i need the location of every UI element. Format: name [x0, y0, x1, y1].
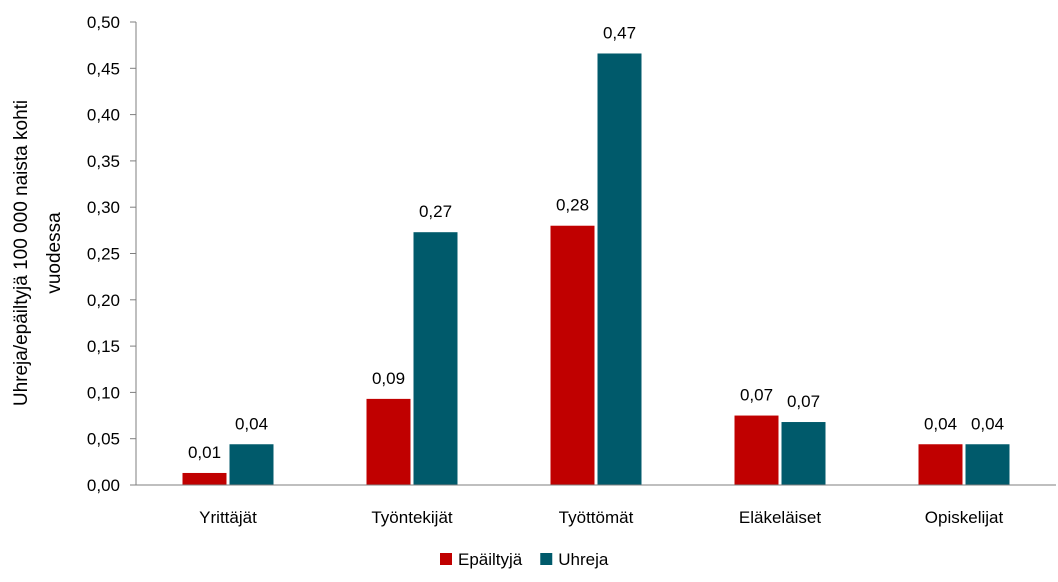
x-tick-label: Eläkeläiset [739, 508, 821, 527]
bar [414, 232, 458, 485]
legend-swatch [440, 553, 452, 565]
y-axis-title-line-2: vuodessa [44, 212, 65, 294]
bar [598, 53, 642, 485]
y-axis: 0,00 0,05 0,10 0,15 0,20 0,25 0,30 0,35 0,40 0,45… [87, 13, 136, 495]
data-label: 0,04 [971, 414, 1004, 433]
data-label: 0,07 [740, 386, 773, 405]
data-label: 0,01 [188, 443, 221, 462]
y-tick-label: 0,10 [87, 383, 120, 402]
bar [230, 444, 274, 485]
y-tick-label: 0,50 [87, 13, 120, 32]
data-label: 0,47 [603, 23, 636, 42]
legend-label: Uhreja [558, 550, 609, 569]
y-tick-label: 0,35 [87, 152, 120, 171]
y-tick-label: 0,45 [87, 59, 120, 78]
y-tick-label: 0,25 [87, 245, 120, 264]
y-tick-label: 0,00 [87, 476, 120, 495]
x-axis: Yrittäjät Työntekijät Työttömät Eläkeläiset… [136, 485, 1056, 527]
bar [367, 399, 411, 485]
x-tick-label: Työntekijät [371, 508, 453, 527]
y-tick-label: 0,05 [87, 430, 120, 449]
y-tick-label: 0,30 [87, 198, 120, 217]
data-label: 0,04 [924, 414, 957, 433]
y-axis-title-line-1: Uhreja/epäiltyjä 100 000 naista kohti [11, 100, 32, 406]
legend-label: Epäiltyjä [458, 550, 523, 569]
bar [735, 416, 779, 485]
data-label: 0,28 [556, 196, 589, 215]
legend: Epäiltyjä Uhreja [440, 550, 609, 569]
bar [782, 422, 826, 485]
bar [551, 226, 595, 485]
bar [919, 444, 963, 485]
x-tick-label: Opiskelijat [925, 508, 1004, 527]
data-labels: 0,01 0,09 0,28 0,07 0,04 0,04 0,27 0,47 0,07 0,04 [188, 23, 1004, 461]
y-axis-title: Uhreja/epäiltyjä 100 000 naista kohti vu… [11, 100, 65, 406]
legend-swatch [540, 553, 552, 565]
bar [183, 473, 227, 485]
bar [966, 444, 1010, 485]
x-tick-label: Työttömät [559, 508, 634, 527]
data-label: 0,27 [419, 202, 452, 221]
data-label: 0,09 [372, 369, 405, 388]
y-tick-label: 0,40 [87, 106, 120, 125]
y-tick-label: 0,20 [87, 291, 120, 310]
x-tick-label: Yrittäjät [199, 508, 257, 527]
data-label: 0,04 [235, 414, 268, 433]
y-tick-label: 0,15 [87, 337, 120, 356]
bars [183, 53, 1010, 485]
data-label: 0,07 [787, 392, 820, 411]
